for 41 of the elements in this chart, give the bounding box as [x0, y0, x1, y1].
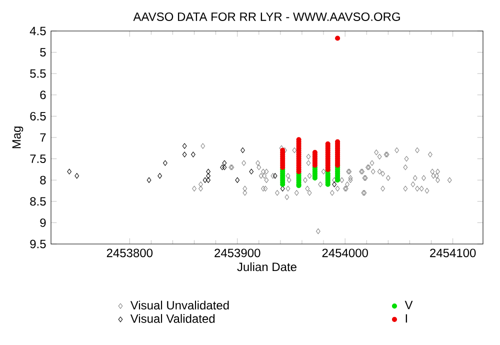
point	[206, 173, 210, 179]
x-tick-label: 2454000	[322, 248, 368, 258]
point	[74, 173, 80, 179]
point	[222, 164, 227, 170]
point	[335, 36, 340, 41]
point	[206, 177, 210, 183]
y-tick-label: 7.5	[30, 154, 46, 163]
legend-label: I	[406, 314, 407, 323]
legend-label: V	[404, 300, 413, 310]
point	[146, 177, 152, 183]
point	[67, 168, 72, 174]
x-tick-label: 2453800	[106, 248, 153, 258]
y-tick-label: 4.5	[30, 26, 46, 36]
y-axis-title: Mag	[12, 126, 24, 148]
legend-label: Visual Unvalidated	[130, 300, 229, 310]
point	[332, 182, 336, 188]
x-tick-label: 2453900	[214, 248, 260, 258]
point	[202, 177, 208, 183]
point	[249, 168, 254, 174]
point	[182, 152, 187, 158]
y-tick-label: 8	[40, 176, 46, 184]
y-tick-label: 7	[40, 133, 46, 142]
point	[235, 177, 240, 183]
point	[163, 160, 168, 166]
chart-title: AAVSO DATA FOR RR LYR - WWW.AAVSO.ORG	[133, 12, 400, 21]
y-tick-label: 5.5	[30, 69, 46, 78]
point	[206, 168, 210, 174]
point	[182, 143, 187, 149]
point	[191, 152, 196, 158]
y-tick-label: 6	[40, 90, 46, 100]
y-tick-label: 6.5	[30, 112, 46, 120]
point	[158, 173, 162, 179]
x-tick-label: 2454100	[430, 248, 476, 258]
legend-label: Visual Validated	[130, 314, 215, 323]
y-tick-label: 9	[40, 218, 46, 227]
y-tick-label: 5	[40, 48, 46, 56]
point	[222, 160, 227, 166]
x-axis-title: Julian Date	[237, 262, 296, 272]
point	[220, 164, 224, 170]
y-tick-label: 9.5	[30, 240, 46, 248]
y-tick-label: 8.5	[30, 197, 46, 206]
